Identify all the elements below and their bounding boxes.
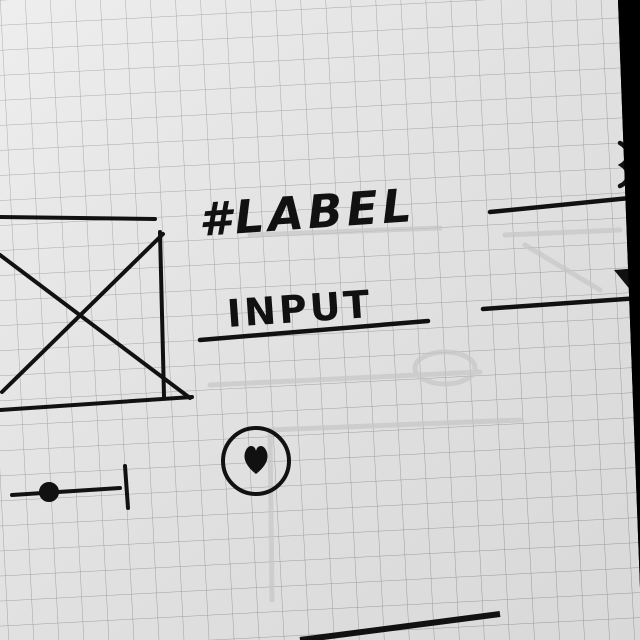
input-underline[interactable] xyxy=(197,318,431,343)
image-placeholder-icon xyxy=(0,215,194,412)
slider-icon[interactable] xyxy=(10,464,130,510)
bleed-through-marks xyxy=(207,225,623,603)
bottom-edge-line xyxy=(299,611,501,640)
heart-icon[interactable] xyxy=(221,426,291,496)
table-background xyxy=(618,0,640,588)
